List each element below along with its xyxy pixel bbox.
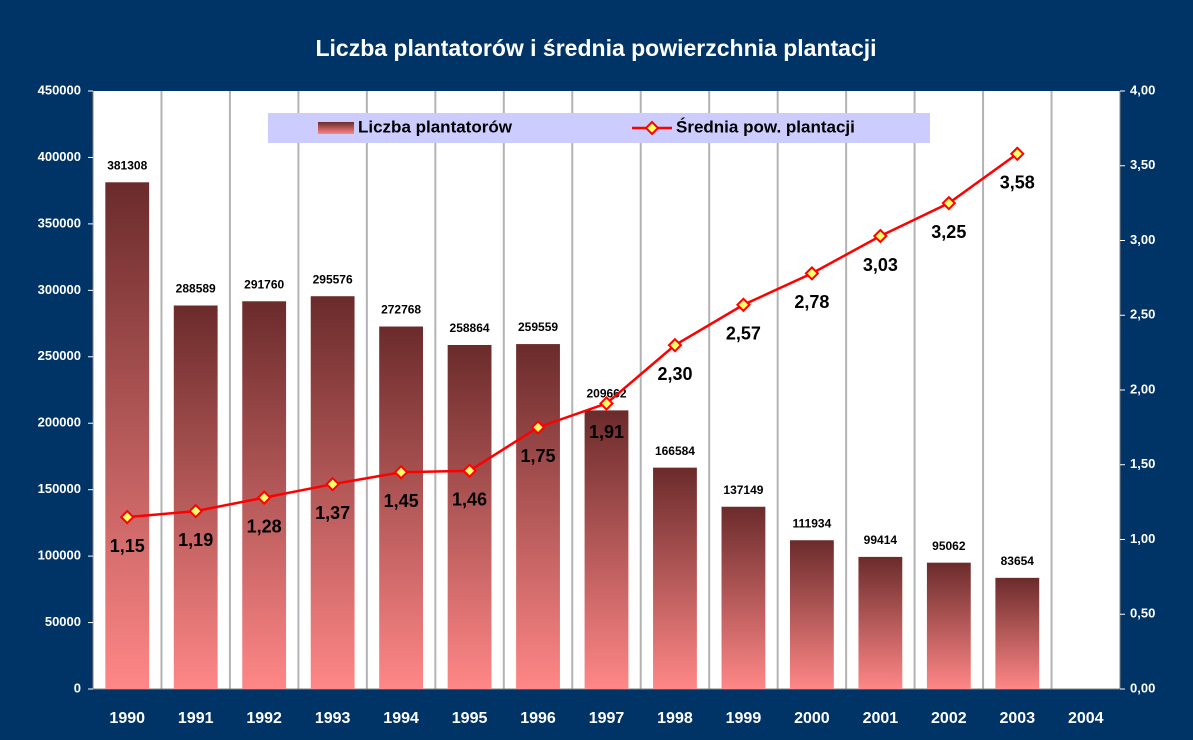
y2-tick-label: 1,00 xyxy=(1130,531,1155,546)
bar xyxy=(789,540,834,689)
y2-tick-label: 2,50 xyxy=(1130,307,1155,322)
line xyxy=(127,152,1019,519)
line-marker xyxy=(119,509,135,525)
y-tick-label: 150000 xyxy=(38,481,81,496)
bar-value-label: 381308 xyxy=(107,158,147,172)
y2-tick-label: 0,50 xyxy=(1130,606,1155,621)
bar xyxy=(173,305,218,689)
y-tick-label: 450000 xyxy=(38,82,81,97)
line-marker xyxy=(393,464,409,480)
legend-label: Średnia pow. plantacji xyxy=(676,117,855,136)
line-marker xyxy=(599,396,614,411)
y-tick-label: 200000 xyxy=(38,415,81,430)
bar xyxy=(995,577,1040,689)
y-tick-label: 50000 xyxy=(45,614,81,629)
line-value-label: 2,57 xyxy=(726,324,761,344)
legend-label: Liczba plantatorów xyxy=(358,117,513,136)
line-value-label: 3,58 xyxy=(1000,173,1035,193)
bar-value-label: 99414 xyxy=(864,533,898,547)
y-tick-label: 350000 xyxy=(38,215,81,230)
line-marker xyxy=(804,265,820,281)
y2-tick-label: 0,00 xyxy=(1130,680,1155,695)
line-marker xyxy=(188,503,204,519)
line-value-label: 1,19 xyxy=(178,530,213,550)
x-tick-label: 1997 xyxy=(589,710,625,727)
x-tick-label: 1999 xyxy=(726,710,762,727)
bar-value-label: 83654 xyxy=(1001,554,1035,568)
y2-tick-label: 2,00 xyxy=(1130,381,1155,396)
y2-tick-label: 3,50 xyxy=(1130,157,1155,172)
y-tick-label: 0 xyxy=(74,680,81,695)
line-marker xyxy=(1009,146,1025,162)
bar-value-label: 272768 xyxy=(381,303,421,317)
bar-value-label: 111934 xyxy=(793,516,832,530)
bar xyxy=(379,326,424,689)
bar-value-label: 95062 xyxy=(932,539,966,553)
y-tick-label: 300000 xyxy=(38,282,81,297)
line-marker xyxy=(530,419,546,435)
bar xyxy=(858,556,903,689)
bar-value-label: 291760 xyxy=(244,277,284,291)
y2-tick-label: 3,00 xyxy=(1130,232,1155,247)
line-value-label: 3,25 xyxy=(931,222,966,242)
chart-title: Liczba plantatorów i średnia powierzchni… xyxy=(315,35,876,61)
bar-value-label: 259559 xyxy=(518,320,558,334)
x-tick-label: 1998 xyxy=(657,710,693,727)
x-tick-label: 1993 xyxy=(315,710,351,727)
x-tick-label: 2000 xyxy=(794,710,830,727)
bar xyxy=(653,467,697,689)
x-tick-label: 2003 xyxy=(1000,710,1036,727)
line-value-label: 1,91 xyxy=(589,422,624,442)
x-tick-label: 2001 xyxy=(863,710,899,727)
bar xyxy=(721,506,766,689)
bar xyxy=(516,344,560,689)
bar xyxy=(310,296,355,689)
x-tick-label: 1994 xyxy=(383,710,419,727)
bar xyxy=(584,410,629,689)
line-value-label: 1,75 xyxy=(521,446,556,466)
x-tick-label: 2002 xyxy=(931,710,967,727)
line-value-label: 2,78 xyxy=(794,292,829,312)
bar xyxy=(926,562,971,689)
line-marker xyxy=(462,463,477,479)
line-value-label: 3,03 xyxy=(863,255,898,275)
bar-value-label: 209662 xyxy=(586,387,626,401)
legend-swatch-bar xyxy=(318,122,354,134)
legend: Liczba plantatorów Średnia pow. plantacji xyxy=(268,113,930,143)
x-tick-label: 1995 xyxy=(452,710,488,727)
line-value-label: 1,15 xyxy=(110,536,145,556)
legend-swatch-marker xyxy=(644,120,660,136)
bar-value-label: 137149 xyxy=(723,483,763,497)
bar xyxy=(447,344,492,689)
bar-value-label: 258864 xyxy=(450,321,490,335)
line-marker xyxy=(736,297,751,313)
x-tick-label: 1990 xyxy=(109,710,145,727)
y2-tick-label: 4,00 xyxy=(1130,82,1155,97)
line-value-label: 1,28 xyxy=(247,516,282,536)
x-tick-label: 1991 xyxy=(178,710,214,727)
bar-value-label: 166584 xyxy=(655,444,695,458)
line-marker xyxy=(256,490,272,506)
bar-value-label: 295576 xyxy=(313,272,353,286)
y-tick-label: 250000 xyxy=(38,348,81,363)
bar xyxy=(105,182,150,689)
legend-box xyxy=(268,113,930,143)
line-value-label: 2,30 xyxy=(657,364,692,384)
line-marker xyxy=(325,476,341,492)
line-marker xyxy=(872,228,888,244)
y-tick-label: 100000 xyxy=(38,548,81,563)
x-tick-label: 1992 xyxy=(246,710,282,727)
x-tick-label: 2004 xyxy=(1068,710,1104,727)
line-value-label: 1,46 xyxy=(452,489,487,509)
line-marker xyxy=(667,337,683,353)
bar-value-label: 288589 xyxy=(176,282,216,296)
x-tick-label: 1996 xyxy=(520,710,556,727)
line-marker xyxy=(941,195,957,211)
line-value-label: 1,45 xyxy=(384,491,419,511)
y2-tick-label: 1,50 xyxy=(1130,456,1155,471)
y-tick-label: 400000 xyxy=(38,149,81,164)
line-value-label: 1,37 xyxy=(315,503,350,523)
